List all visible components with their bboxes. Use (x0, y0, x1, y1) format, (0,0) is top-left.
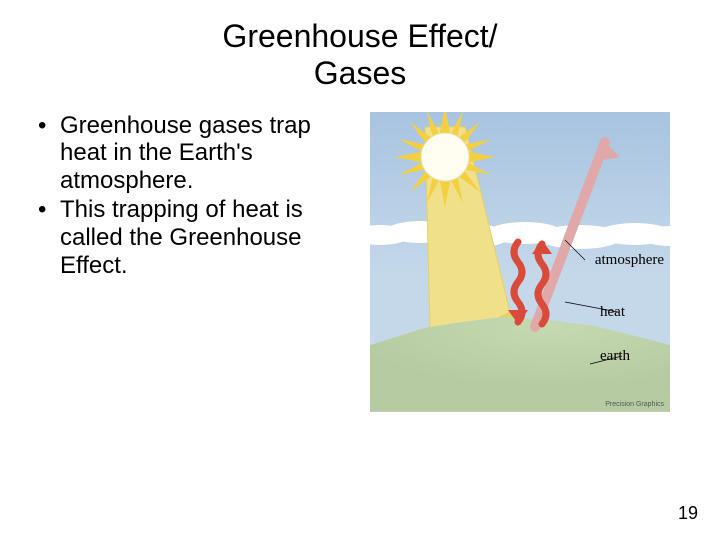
bullet-item: This trapping of heat is called the Gree… (30, 196, 360, 279)
greenhouse-diagram: atmosphere heat earth Precision Graphics (370, 112, 670, 412)
page-number: 19 (678, 503, 698, 524)
bullet-item: Greenhouse gases trap heat in the Earth'… (30, 112, 360, 195)
diagram-column: atmosphere heat earth Precision Graphics (370, 112, 680, 422)
diagram-credit: Precision Graphics (605, 401, 664, 408)
title-line-2: Gases (314, 55, 406, 91)
slide-title: Greenhouse Effect/ Gases (0, 0, 720, 92)
bullet-list: Greenhouse gases trap heat in the Earth'… (30, 112, 360, 280)
text-column: Greenhouse gases trap heat in the Earth'… (30, 112, 370, 422)
label-pointer-lines (370, 112, 670, 412)
content-row: Greenhouse gases trap heat in the Earth'… (0, 92, 720, 422)
title-line-1: Greenhouse Effect/ (222, 18, 497, 54)
